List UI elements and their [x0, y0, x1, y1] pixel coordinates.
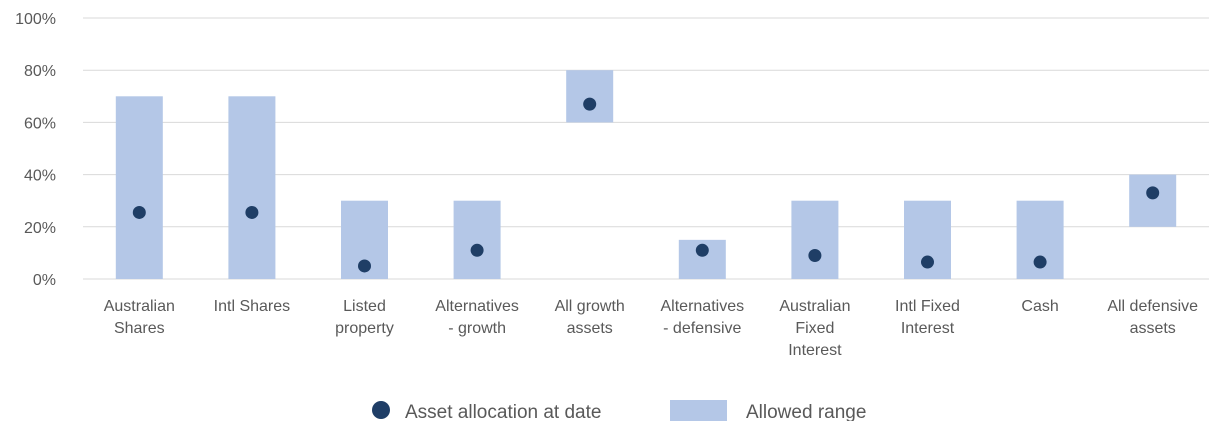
legend-marker-range [670, 400, 727, 421]
category-label: All defensive assets [1107, 298, 1198, 337]
y-tick-label: 20% [24, 220, 56, 237]
allocation-dot [470, 243, 484, 257]
range-bar [453, 200, 501, 279]
legend-marker-allocation [372, 401, 390, 419]
category-label: Alternatives - growth [435, 298, 519, 337]
range-bar [228, 96, 276, 279]
range-bar [115, 96, 163, 279]
y-tick-label: 40% [24, 168, 56, 185]
category-label: Intl Fixed Interest [895, 298, 960, 337]
range-bar [566, 70, 614, 123]
allocation-dot [1033, 255, 1047, 269]
y-axis-tick-labels: 0% 20% 40% 60% 80% 100% [15, 11, 56, 289]
y-tick-label: 100% [15, 11, 56, 28]
allocation-dot [583, 97, 597, 111]
allocation-dot [695, 243, 709, 257]
allocation-dot [245, 205, 259, 219]
category-label: Intl Shares [214, 298, 290, 315]
legend-label-range: Allowed range [746, 402, 866, 421]
allocation-dots [132, 97, 1160, 273]
y-tick-label: 0% [33, 272, 56, 289]
range-bar [791, 200, 839, 279]
legend-label-allocation: Asset allocation at date [405, 402, 601, 421]
category-label: Listed property [335, 298, 394, 337]
y-tick-label: 60% [24, 115, 56, 132]
x-axis-category-labels: Australian Shares Intl Shares Listed propert… [104, 298, 1198, 359]
category-label: All growth assets [555, 298, 625, 337]
allocation-dot [358, 259, 371, 273]
range-bar [1129, 174, 1177, 227]
allocation-dot [921, 255, 934, 269]
y-tick-label: 80% [24, 63, 56, 80]
allocation-dot [132, 205, 146, 219]
allocation-dot [808, 249, 822, 263]
category-label: Australian Fixed Interest [779, 298, 850, 359]
category-label: Cash [1021, 298, 1058, 315]
category-label: Australian Shares [104, 298, 175, 337]
allocation-dot [1146, 186, 1160, 200]
category-label: Alternatives - defensive [661, 298, 745, 337]
legend: Asset allocation at date Allowed range [372, 400, 866, 421]
